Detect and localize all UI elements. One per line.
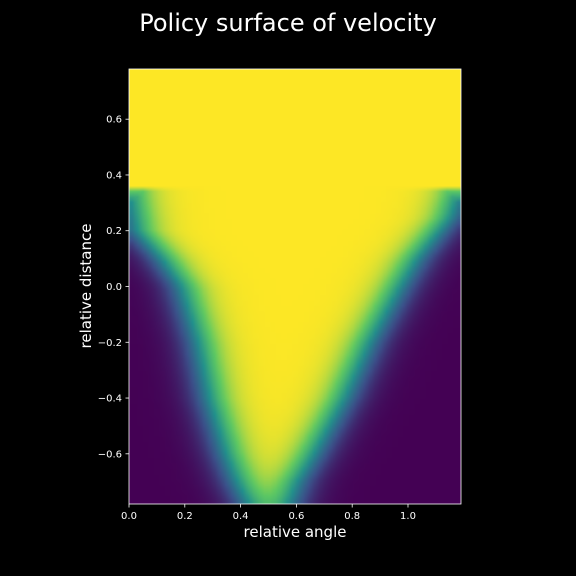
x-tick-label: 0.4 <box>233 511 249 522</box>
y-tick-label: −0.4 <box>98 394 122 405</box>
y-tick-label: 0.2 <box>106 226 122 237</box>
y-tick-label: 0.6 <box>106 115 122 126</box>
y-tick-label: 0.4 <box>106 170 122 181</box>
heatmap-surface <box>129 69 461 504</box>
x-axis-label: relative angle <box>244 523 347 541</box>
x-axis-ticks: 0.0 0.2 0.4 0.6 0.8 1.0 <box>121 504 416 522</box>
y-tick-label: −0.6 <box>98 449 122 460</box>
y-tick-label: 0.0 <box>106 282 122 293</box>
x-tick-label: 0.2 <box>177 511 193 522</box>
y-axis-label: relative distance <box>77 224 95 349</box>
x-tick-label: 0.6 <box>288 511 304 522</box>
x-tick-label: 0.0 <box>121 511 137 522</box>
y-tick-label: −0.2 <box>98 338 122 349</box>
y-axis-ticks: 0.6 0.4 0.2 0.0 −0.2 −0.4 −0.6 <box>98 115 129 460</box>
chart-title: Policy surface of velocity <box>139 9 437 37</box>
x-tick-label: 0.8 <box>344 511 360 522</box>
x-tick-label: 1.0 <box>400 511 416 522</box>
